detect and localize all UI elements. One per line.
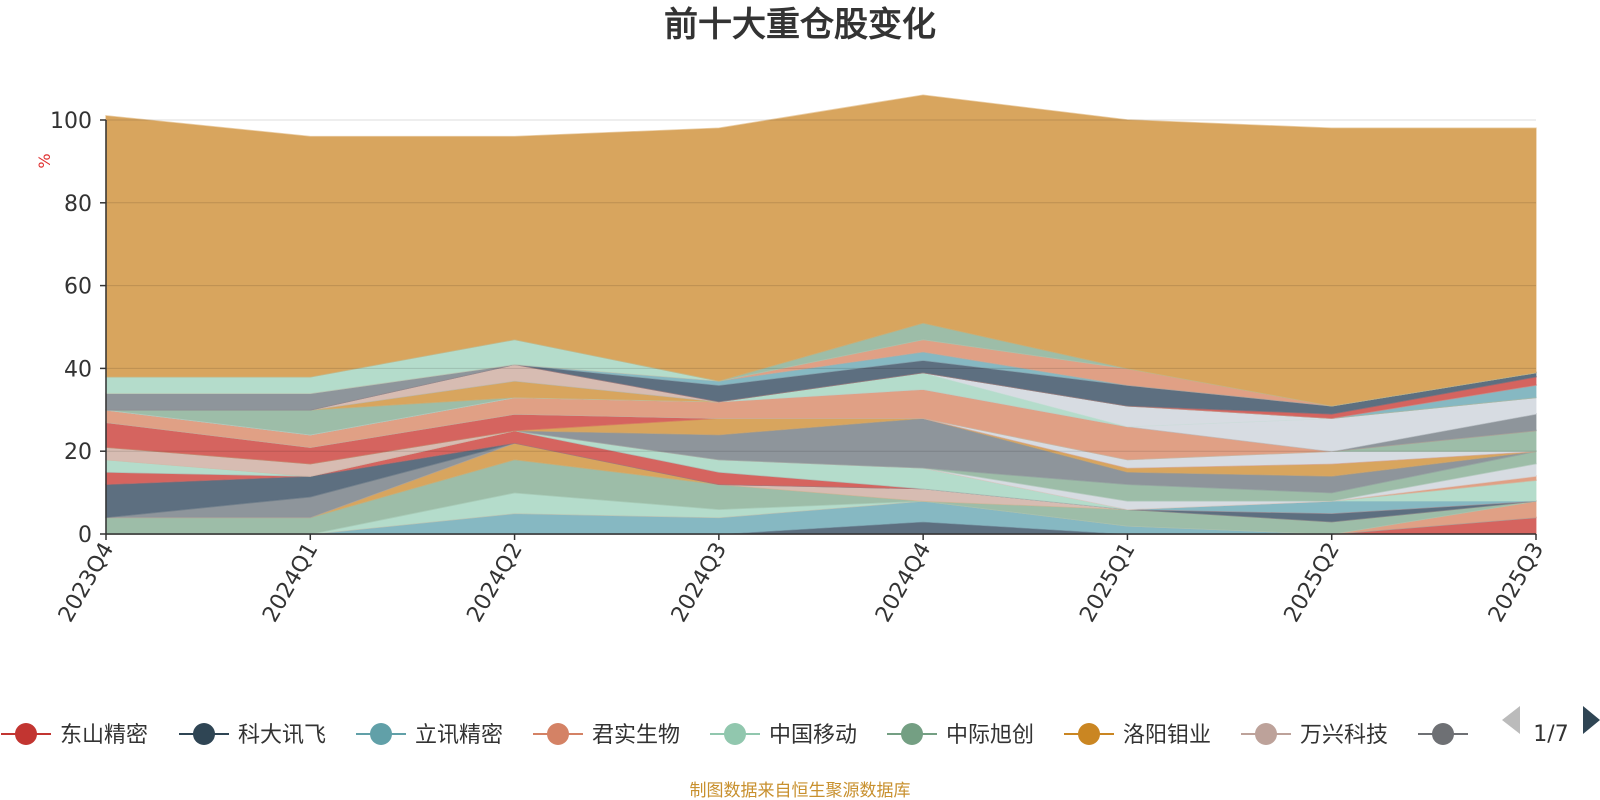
y-tick-label: 80 — [64, 192, 92, 217]
legend-item[interactable]: 科大讯飞 — [179, 723, 326, 748]
legend-label: 中国移动 — [769, 723, 857, 748]
legend-item[interactable]: 君实生物 — [533, 723, 680, 748]
grid-lines — [106, 119, 1536, 452]
legend-label: 中际旭创 — [946, 723, 1034, 748]
chart-title: 前十大重仓股变化 — [664, 5, 936, 45]
y-tick-label: 100 — [50, 109, 92, 134]
plot-area — [105, 94, 1537, 535]
y-tick-label: 0 — [78, 523, 92, 548]
legend-next-icon[interactable] — [1583, 706, 1600, 734]
legend-label: 科大讯飞 — [238, 723, 326, 748]
legend-item[interactable]: 洛阳钼业 — [1064, 723, 1211, 748]
legend-marker-icon — [547, 723, 569, 745]
legend-item[interactable]: 完 — [1418, 723, 1499, 748]
legend-page-indicator: 1/7 — [1533, 722, 1568, 747]
x-tick-label: 2025Q1 — [1075, 539, 1140, 627]
legend-label: 万兴科技 — [1300, 723, 1388, 748]
legend-label: 立讯精密 — [415, 723, 503, 748]
source-note: 制图数据来自恒生聚源数据库 — [690, 781, 911, 800]
y-tick-label: 20 — [64, 440, 92, 465]
legend-marker-icon — [1432, 723, 1454, 745]
legend-item[interactable]: 万兴科技 — [1241, 723, 1388, 748]
y-tick-label: 60 — [64, 275, 92, 300]
legend-item[interactable]: 立讯精密 — [356, 723, 503, 748]
x-tick-label: 2023Q4 — [54, 539, 119, 627]
x-tick-label: 2024Q4 — [871, 539, 936, 627]
legend-marker-icon — [901, 723, 923, 745]
legend-label: 君实生物 — [592, 723, 680, 748]
legend-label: 东山精密 — [60, 723, 148, 748]
legend-label: 洛阳钼业 — [1123, 723, 1211, 748]
legend-marker-icon — [1078, 723, 1100, 745]
x-tick-label: 2024Q3 — [667, 539, 732, 627]
legend-marker-icon — [724, 723, 746, 745]
legend-marker-icon — [15, 723, 37, 745]
x-tick-label: 2025Q3 — [1484, 539, 1549, 627]
legend-item[interactable]: 中际旭创 — [887, 723, 1034, 748]
legend-pager: 1/7 — [1502, 706, 1600, 747]
y-axis-unit: % — [35, 153, 54, 168]
legend-marker-icon — [193, 723, 215, 745]
area-series-38 — [105, 94, 1537, 407]
legend-item[interactable]: 东山精密 — [1, 723, 148, 748]
legend-label: 完 — [1477, 723, 1499, 748]
legend-marker-icon — [370, 723, 392, 745]
legend: 东山精密 科大讯飞 立讯精密 君实生物 中国移动 中际旭创 洛阳钼业 万兴科技 完 — [1, 723, 1499, 748]
legend-item[interactable]: 中国移动 — [710, 723, 857, 748]
x-tick-label: 2024Q1 — [258, 539, 323, 627]
x-tick-label: 2024Q2 — [462, 539, 527, 627]
y-tick-label: 40 — [64, 357, 92, 382]
legend-marker-icon — [1255, 723, 1277, 745]
x-tick-label: 2025Q2 — [1280, 539, 1345, 627]
legend-prev-icon[interactable] — [1502, 706, 1520, 734]
